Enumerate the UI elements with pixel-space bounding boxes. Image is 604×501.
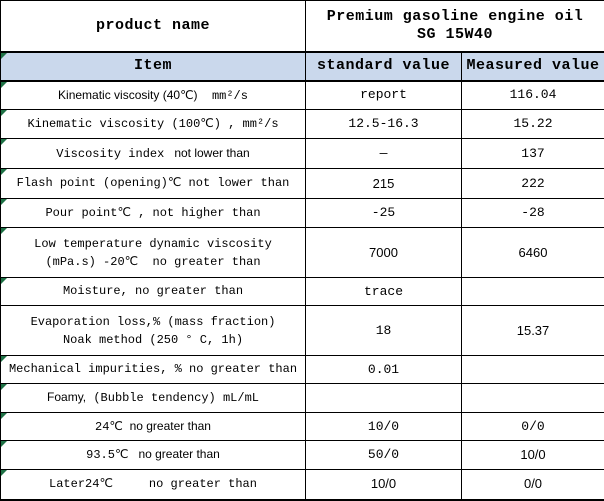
row-kinematic-viscosity-40: Kinematic viscosity (40℃) mm²/s report 1… (1, 81, 604, 110)
cell-standard-value: -25 (306, 199, 462, 228)
cell-item-label: Low temperature dynamic viscosity(mPa.s)… (1, 228, 306, 278)
row-viscosity-index: Viscosity index not lower than — 137 (1, 139, 604, 169)
cell-error-flag-icon (1, 139, 7, 145)
cell-error-flag-icon (1, 169, 7, 175)
cell-measured-value: 137 (462, 139, 604, 169)
row-low-temp-dynamic-viscosity: Low temperature dynamic viscosity(mPa.s)… (1, 228, 604, 278)
cell-standard-value: 10/0 (306, 413, 462, 441)
row-kinematic-viscosity-100: Kinematic viscosity (100℃) , mm²/s 12.5-… (1, 110, 604, 139)
cell-measured-value: 15.22 (462, 110, 604, 139)
cell-standard-value: 7000 (306, 228, 462, 278)
row-mechanical-impurities: Mechanical impurities, % no greater than… (1, 356, 604, 384)
product-name-line1: Premium gasoline engine oil (308, 8, 602, 26)
cell-measured-value: 6460 (462, 228, 604, 278)
row-moisture: Moisture, no greater than trace (1, 278, 604, 306)
cell-standard-value: 0.01 (306, 356, 462, 384)
product-name-label: product name (1, 1, 306, 52)
row-evaporation-loss: Evaporation loss,% (mass fraction)Noak m… (1, 306, 604, 356)
cell-item-label: Foamy, (Bubble tendency) mL/mL (1, 384, 306, 413)
cell-measured-value: -28 (462, 199, 604, 228)
cell-standard-value: 18 (306, 306, 462, 356)
cell-item-label: Kinematic viscosity (100℃) , mm²/s (1, 110, 306, 139)
row-pour-point: Pour point℃ , not higher than -25 -28 (1, 199, 604, 228)
cell-measured-value: 0/0 (462, 470, 604, 500)
col-header-item: Item (1, 52, 306, 81)
cell-measured-value (462, 278, 604, 306)
cell-error-flag-icon (1, 441, 7, 447)
row-column-headers: Item standard value Measured value (1, 52, 604, 81)
cell-standard-value: 215 (306, 169, 462, 199)
cell-measured-value (462, 356, 604, 384)
cell-standard-value: report (306, 81, 462, 110)
col-header-item-label: Item (134, 57, 172, 74)
cell-error-flag-icon (1, 384, 7, 390)
cell-item-label: Pour point℃ , not higher than (1, 199, 306, 228)
cell-item-label: 93.5℃ no greater than (1, 441, 306, 470)
cell-standard-value: 50/0 (306, 441, 462, 470)
col-header-measured: Measured value (462, 52, 604, 81)
cell-standard-value (306, 384, 462, 413)
row-foam-24c: 24℃ no greater than 10/0 0/0 (1, 413, 604, 441)
cell-measured-value: 15.37 (462, 306, 604, 356)
cell-error-flag-icon (1, 110, 7, 116)
cell-measured-value: 116.04 (462, 81, 604, 110)
cell-standard-value: trace (306, 278, 462, 306)
cell-error-flag-icon (1, 199, 7, 205)
cell-item-label: Kinematic viscosity (40℃) mm²/s (1, 81, 306, 110)
row-flash-point: Flash point (opening)℃ not lower than 21… (1, 169, 604, 199)
cell-measured-value: 222 (462, 169, 604, 199)
cell-error-flag-icon (1, 413, 7, 419)
cell-standard-value: 10/0 (306, 470, 462, 500)
cell-item-label: Viscosity index not lower than (1, 139, 306, 169)
row-foamy: Foamy, (Bubble tendency) mL/mL (1, 384, 604, 413)
cell-item-label: Moisture, no greater than (1, 278, 306, 306)
cell-error-flag-icon (1, 82, 7, 88)
product-name-line2: SG 15W40 (308, 26, 602, 44)
cell-standard-value: — (306, 139, 462, 169)
row-foam-later-24c: Later24℃ no greater than 10/0 0/0 (1, 470, 604, 500)
cell-error-flag-icon (1, 356, 7, 362)
cell-item-label: Mechanical impurities, % no greater than (1, 356, 306, 384)
cell-error-flag-icon (1, 53, 7, 59)
cell-item-label: Flash point (opening)℃ not lower than (1, 169, 306, 199)
row-foam-93-5c: 93.5℃ no greater than 50/0 10/0 (1, 441, 604, 470)
row-product-name: product name Premium gasoline engine oil… (1, 1, 604, 52)
col-header-standard: standard value (306, 52, 462, 81)
cell-measured-value (462, 384, 604, 413)
cell-measured-value: 0/0 (462, 413, 604, 441)
cell-item-label: Later24℃ no greater than (1, 470, 306, 500)
cell-error-flag-icon (1, 278, 7, 284)
cell-standard-value: 12.5-16.3 (306, 110, 462, 139)
cell-measured-value: 10/0 (462, 441, 604, 470)
product-name-value: Premium gasoline engine oil SG 15W40 (306, 1, 604, 52)
cell-item-label: 24℃ no greater than (1, 413, 306, 441)
cell-item-label: Evaporation loss,% (mass fraction)Noak m… (1, 306, 306, 356)
cell-error-flag-icon (1, 228, 7, 234)
cell-error-flag-icon (1, 470, 7, 476)
